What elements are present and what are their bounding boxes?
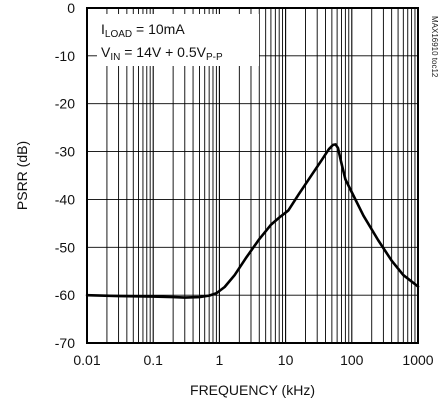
x-axis-title: FREQUENCY (kHz) (190, 382, 315, 398)
psrr-curve (85, 143, 420, 299)
plot-frame (86, 7, 419, 344)
x-tick-label: 0.1 (143, 352, 163, 368)
y-tick-label: -70 (55, 335, 75, 351)
annotation-vin: VIN = 14V + 0.5VP-P (101, 44, 223, 63)
annotation-vin-sub2: P-P (206, 52, 223, 63)
x-tick-label: 10 (278, 352, 294, 368)
tick-labels: 0.01 0.1 1 10 100 1000 0 -10 -20 -30 -40 -50 -60 -70 (55, 0, 434, 368)
y-tick-label: -20 (55, 96, 75, 112)
annotation-background (97, 14, 259, 66)
y-tick-label: -10 (55, 48, 75, 64)
x-tick-label: 0.01 (73, 352, 100, 368)
x-tick-label: 1000 (402, 352, 433, 368)
annotation-iload: ILOAD = 10mA (101, 21, 185, 40)
x-tick-label: 100 (340, 352, 364, 368)
y-tick-label: -30 (55, 144, 75, 160)
y-tick-label: -40 (55, 191, 75, 207)
annotation-vin-rest: = 14V + 0.5V (120, 44, 206, 60)
annotation-iload-rest: = 10mA (132, 21, 185, 37)
annotation-iload-sub: LOAD (105, 29, 132, 40)
figure-id: MAX16910 toc12 (430, 16, 439, 78)
annotation-vin-main: V (101, 44, 111, 60)
y-tick-label: 0 (67, 0, 75, 16)
x-tick-label: 1 (216, 352, 224, 368)
y-axis-title: PSRR (dB) (14, 141, 30, 210)
annotation-vin-sub: IN (110, 52, 120, 63)
y-tick-label: -50 (55, 239, 75, 255)
psrr-curve-layer (85, 143, 420, 299)
y-tick-label: -60 (55, 287, 75, 303)
annotation-iload-main: I (101, 21, 105, 37)
